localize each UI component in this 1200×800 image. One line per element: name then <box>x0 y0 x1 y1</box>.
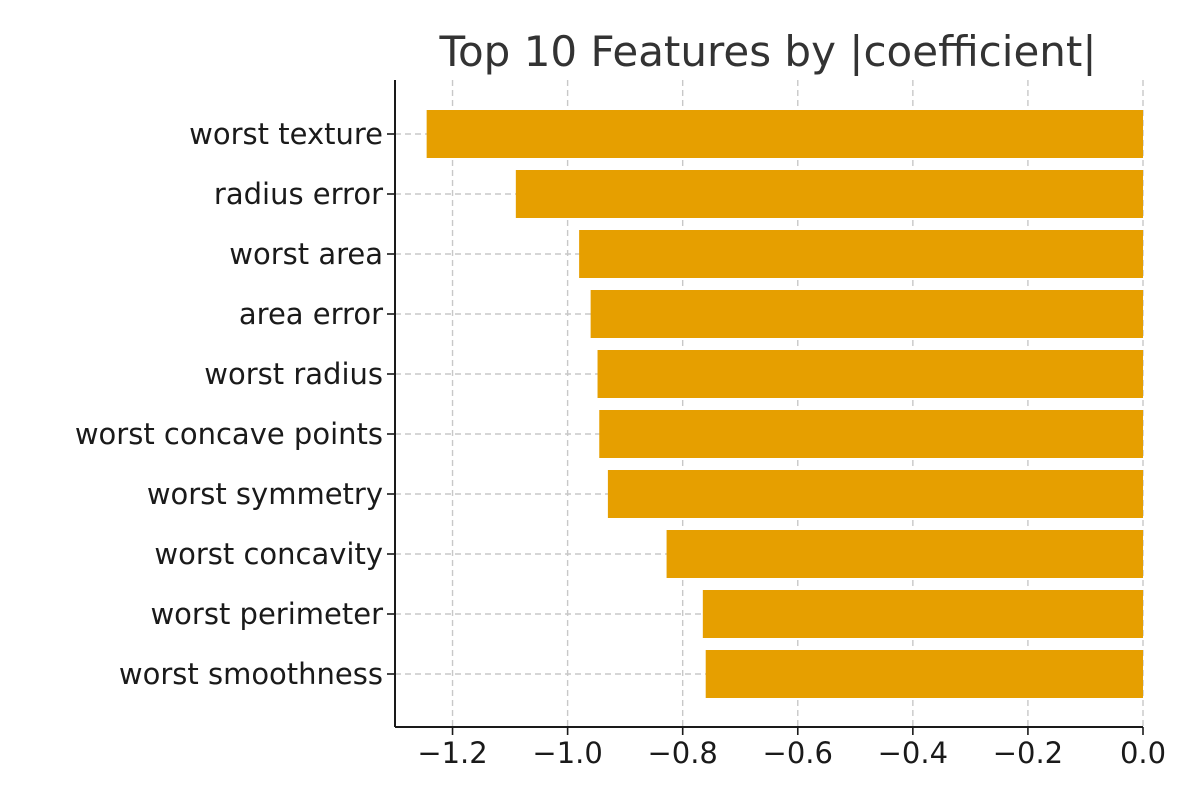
x-tick-label: −0.2 <box>993 736 1063 770</box>
y-tick-labels: worst texture radius error worst area area … <box>75 117 383 691</box>
bars <box>426 110 1144 698</box>
bar <box>590 290 1143 338</box>
x-tick-label: −0.6 <box>763 736 833 770</box>
bar <box>579 230 1143 278</box>
y-tick-label: worst area <box>229 237 383 271</box>
axes <box>387 80 1144 735</box>
y-tick-label: worst radius <box>204 357 383 391</box>
bar <box>702 590 1143 638</box>
y-tick-label: worst concave points <box>75 417 383 451</box>
y-tick-label: worst smoothness <box>119 657 383 691</box>
x-tick-label: −0.8 <box>647 736 717 770</box>
bar <box>607 470 1143 518</box>
x-tick-label: −1.0 <box>532 736 602 770</box>
bar <box>597 350 1143 398</box>
y-tick-label: radius error <box>214 177 383 211</box>
bar <box>426 110 1144 158</box>
x-tick-labels: −1.2 −1.0 −0.8 −0.6 −0.4 −0.2 0.0 <box>417 736 1166 770</box>
x-tick-label: −1.2 <box>417 736 487 770</box>
bar <box>515 170 1143 218</box>
x-tick-label: −0.4 <box>878 736 948 770</box>
y-tick-label: worst texture <box>189 117 383 151</box>
bar <box>705 650 1143 698</box>
y-tick-label: worst perimeter <box>150 597 383 631</box>
y-tick-label: area error <box>239 297 383 331</box>
y-tick-label: worst symmetry <box>147 477 383 511</box>
chart-title: Top 10 Features by |coefficient| <box>438 27 1096 76</box>
y-tick-label: worst concavity <box>154 537 383 571</box>
bar <box>599 410 1143 458</box>
x-tick-label: 0.0 <box>1120 736 1166 770</box>
bar <box>666 530 1143 578</box>
